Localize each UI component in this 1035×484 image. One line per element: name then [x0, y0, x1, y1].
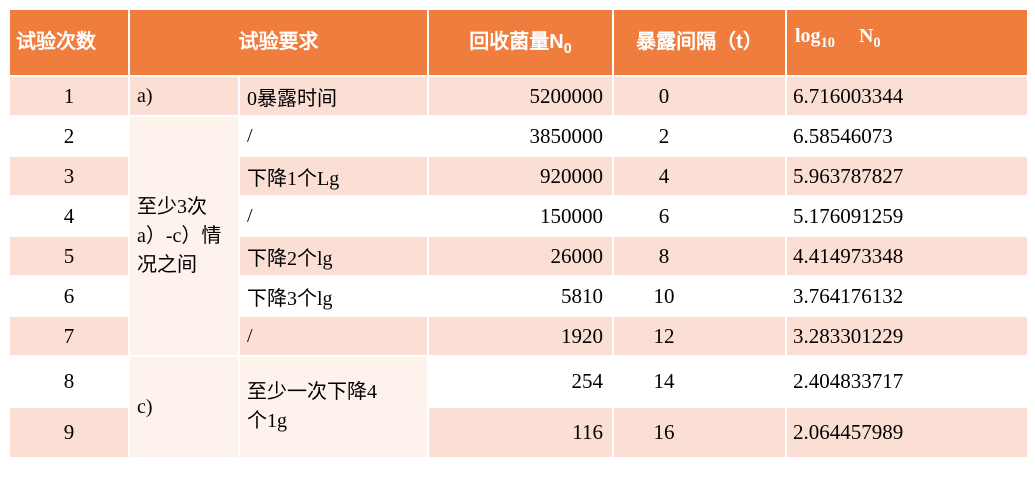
cell-exposure-interval: 6 — [612, 195, 787, 237]
cell-recovered-count: 5200000 — [427, 75, 614, 117]
table-row-3: 3 下降1个Lg 920000 4 5.963787827 — [8, 155, 1029, 197]
cell-log-value: 6.58546073 — [785, 115, 1029, 157]
header-test-number: 试验次数 — [8, 8, 130, 77]
cell-requirement-detail: / — [238, 195, 429, 237]
cell-exposure-interval: 14 — [612, 355, 787, 408]
cell-exposure-interval: 4 — [612, 155, 787, 197]
cell-recovered-count: 3850000 — [427, 115, 614, 157]
cell-test-number: 2 — [8, 115, 130, 157]
header-row: 试验次数 试验要求 回收菌量N0 暴露间隔（t） log10 N0 — [8, 8, 1029, 77]
table-row-7: 7 / 1920 12 3.283301229 — [8, 315, 1029, 357]
cell-requirement-group-mid: 至少3次 a）-c）情 况之间 — [128, 115, 240, 357]
cell-log-value: 2.404833717 — [785, 355, 1029, 408]
cell-requirement-final: 至少一次下降4 个1g — [238, 355, 429, 459]
cell-test-number: 4 — [8, 195, 130, 237]
cell-requirement-detail: 下降1个Lg — [238, 155, 429, 197]
cell-requirement-detail: 下降2个lg — [238, 235, 429, 277]
cell-exposure-interval: 0 — [612, 75, 787, 117]
cell-exposure-interval: 10 — [612, 275, 787, 317]
header-log-n-subscript: 0 — [873, 35, 881, 51]
header-recovered-subscript: 0 — [563, 41, 572, 57]
cell-recovered-count: 1920 — [427, 315, 614, 357]
cell-exposure-interval: 2 — [612, 115, 787, 157]
cell-log-value: 3.764176132 — [785, 275, 1029, 317]
cell-log-value: 3.283301229 — [785, 315, 1029, 357]
cell-test-number: 9 — [8, 406, 130, 459]
cell-requirement-group-c: c) — [128, 355, 240, 459]
cell-recovered-count: 920000 — [427, 155, 614, 197]
cell-recovered-count: 254 — [427, 355, 614, 408]
cell-exposure-interval: 8 — [612, 235, 787, 277]
cell-requirement-detail: / — [238, 115, 429, 157]
cell-log-value: 4.414973348 — [785, 235, 1029, 277]
cell-test-number: 3 — [8, 155, 130, 197]
header-log-label: log — [795, 25, 821, 47]
cell-requirement-detail: 下降3个lg — [238, 275, 429, 317]
cell-test-number: 8 — [8, 355, 130, 408]
cell-test-number: 6 — [8, 275, 130, 317]
header-log-n0: log10 N0 — [785, 8, 1029, 77]
bacteria-recovery-table: 试验次数 试验要求 回收菌量N0 暴露间隔（t） log10 N0 1 a) 0暴… — [8, 8, 1029, 459]
cell-recovered-count: 116 — [427, 406, 614, 459]
header-log-subscript: 10 — [820, 35, 835, 51]
cell-test-number: 5 — [8, 235, 130, 277]
cell-log-value: 6.716003344 — [785, 75, 1029, 117]
cell-log-value: 5.176091259 — [785, 195, 1029, 237]
table-row-6: 6 下降3个lg 5810 10 3.764176132 — [8, 275, 1029, 317]
header-recovered-label: 回收菌量N — [469, 31, 564, 53]
header-exposure-interval: 暴露间隔（t） — [612, 8, 787, 77]
table-row-1: 1 a) 0暴露时间 5200000 0 6.716003344 — [8, 75, 1029, 117]
cell-exposure-interval: 16 — [612, 406, 787, 459]
cell-log-value: 2.064457989 — [785, 406, 1029, 459]
cell-requirement-detail: 0暴露时间 — [238, 75, 429, 117]
header-test-requirement: 试验要求 — [128, 8, 429, 77]
document-page: 试验次数 试验要求 回收菌量N0 暴露间隔（t） log10 N0 1 a) 0暴… — [8, 8, 1029, 459]
table-row-4: 4 / 150000 6 5.176091259 — [8, 195, 1029, 237]
cell-exposure-interval: 12 — [612, 315, 787, 357]
header-log-n-label: N — [858, 25, 874, 47]
table-row-2: 2 至少3次 a）-c）情 况之间 / 3850000 2 6.58546073 — [8, 115, 1029, 357]
cell-requirement-detail: / — [238, 315, 429, 357]
header-recovered-count: 回收菌量N0 — [427, 8, 614, 77]
cell-recovered-count: 5810 — [427, 275, 614, 317]
cell-requirement-group-a: a) — [128, 75, 240, 117]
cell-recovered-count: 150000 — [427, 195, 614, 237]
table-row-5: 5 下降2个lg 26000 8 4.414973348 — [8, 235, 1029, 277]
cell-test-number: 7 — [8, 315, 130, 357]
cell-log-value: 5.963787827 — [785, 155, 1029, 197]
table-row-9: 9 116 16 2.064457989 — [8, 406, 1029, 459]
cell-test-number: 1 — [8, 75, 130, 117]
cell-recovered-count: 26000 — [427, 235, 614, 277]
table-row-8: 8 c) 至少一次下降4 个1g 254 14 2.404833717 — [8, 355, 1029, 459]
